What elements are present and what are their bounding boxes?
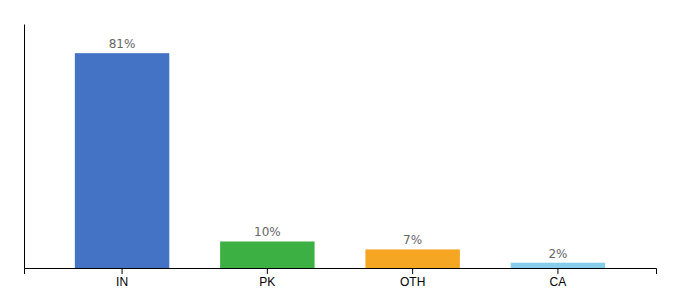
y-axis [24, 25, 25, 269]
data-labels: 81% 10% 7% 2% [109, 37, 568, 261]
x-tick-mark [267, 268, 268, 274]
x-tick-mark [412, 268, 413, 274]
x-tick-label: CA [550, 275, 567, 289]
data-label: 2% [548, 247, 567, 261]
bar [365, 249, 459, 268]
data-label: 7% [403, 233, 422, 247]
data-label: 10% [254, 225, 281, 239]
chart-svg: IN PK OTH CA 81% 10% 7% 2% [0, 0, 680, 300]
data-label: 81% [109, 37, 136, 51]
y-axis-line [24, 25, 25, 269]
x-tick-label: IN [116, 275, 128, 289]
x-tick: CA [550, 268, 567, 289]
chart-container: IN PK OTH CA 81% 10% 7% 2% [0, 0, 680, 300]
x-axis-line [25, 269, 657, 275]
x-tick-label: OTH [400, 275, 425, 289]
bars [75, 53, 605, 268]
bar [511, 263, 605, 268]
x-tick-mark [557, 268, 558, 274]
plot: IN PK OTH CA 81% 10% 7% 2% [25, 25, 657, 289]
bar [75, 53, 169, 268]
bar [220, 241, 314, 268]
x-tick-label: PK [259, 275, 275, 289]
x-tick: IN [116, 268, 128, 289]
x-axis: IN PK OTH CA [25, 268, 657, 289]
x-tick: PK [259, 268, 275, 289]
x-tick: OTH [400, 268, 425, 289]
x-tick-mark [122, 268, 123, 274]
